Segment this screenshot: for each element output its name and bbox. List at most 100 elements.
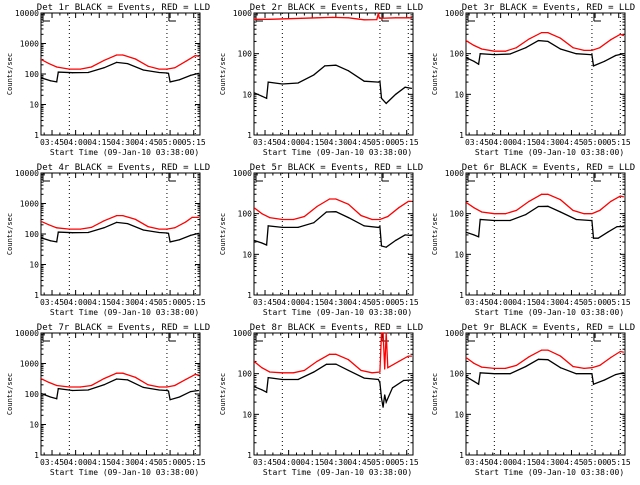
data-point-lld	[583, 367, 585, 369]
data-point-lld	[371, 372, 373, 374]
x-tick-label: 04:15	[300, 138, 324, 147]
data-point-events	[493, 219, 495, 222]
data-point-lld	[515, 47, 517, 49]
data-point-lld	[269, 18, 271, 20]
y-tick-label: 10	[454, 410, 464, 419]
data-point-lld	[398, 360, 400, 363]
x-tick-label: 05:00	[371, 138, 395, 147]
chart-svg: Det 1r BLACK = Events, RED = LLD 1 10 100 10…	[6, 3, 210, 157]
x-tick-label: 04:30	[536, 298, 560, 307]
data-point-events	[49, 80, 52, 82]
x-axis-label: Start Time (09-Jan-10 03:38:00)	[263, 308, 412, 317]
x-tick-label: 04:30	[536, 458, 560, 467]
data-point-events	[493, 373, 495, 375]
series-line-events	[41, 221, 199, 243]
data-point-events	[313, 371, 315, 373]
data-point-events	[158, 389, 160, 391]
data-point-events	[592, 237, 595, 239]
x-tick-label: 04:30	[324, 458, 348, 467]
x-tick-label: 04:45	[559, 298, 583, 307]
x-tick-label: 04:45	[559, 138, 583, 147]
data-point-events	[547, 40, 549, 43]
x-axis-label: Start Time (09-Jan-10 03:38:00)	[263, 148, 412, 157]
chart-title: Det 8r BLACK = Events, RED = LLD	[250, 323, 423, 333]
data-point-events	[169, 81, 171, 83]
x-tick-label: 05:00	[371, 458, 395, 467]
data-point-events	[313, 222, 315, 224]
y-tick-label: 10	[29, 421, 39, 430]
chart-svg: Det 5r BLACK = Events, RED = LLD 1 10 100 10…	[219, 163, 423, 317]
x-tick-label: 05:15	[607, 298, 631, 307]
data-point-events	[197, 232, 200, 234]
plot-frame	[40, 172, 201, 296]
data-point-events	[379, 226, 381, 228]
data-point-lld	[48, 62, 50, 65]
data-point-lld	[292, 218, 294, 221]
data-point-lld	[103, 59, 105, 61]
data-point-lld	[158, 386, 160, 388]
data-point-events	[603, 379, 606, 381]
data-point-lld	[481, 48, 483, 50]
data-point-lld	[540, 193, 543, 195]
chart-svg: Det 3r BLACK = Events, RED = LLD 1 10 100 10…	[431, 3, 635, 157]
data-point-events	[41, 237, 42, 239]
data-point-lld	[158, 68, 160, 70]
data-point-events	[377, 378, 379, 381]
data-point-lld	[300, 17, 302, 19]
data-point-events	[493, 53, 495, 56]
data-point-events	[56, 81, 58, 83]
x-tick-label: 03:45	[253, 138, 277, 147]
data-point-events	[57, 388, 59, 390]
data-point-events	[126, 222, 129, 225]
x-tick-label: 04:00	[64, 458, 88, 467]
data-point-lld	[185, 221, 187, 223]
chart-svg: Det 6r BLACK = Events, RED = LLD 1 10 100 10…	[431, 163, 635, 317]
y-tick-label: 1	[459, 451, 464, 460]
chart-svg: Det 2r BLACK = Events, RED = LLD 1 10 100 10…	[219, 3, 423, 157]
data-point-lld	[466, 201, 467, 203]
plot-frame	[465, 12, 626, 136]
x-tick-label: 04:30	[111, 298, 135, 307]
data-point-events	[158, 71, 160, 74]
series-line-lld	[466, 31, 624, 52]
x-tick-label: 04:00	[277, 298, 301, 307]
data-point-events	[385, 401, 387, 403]
data-point-events	[265, 97, 268, 99]
data-point-events	[622, 53, 625, 55]
data-point-events	[265, 391, 268, 393]
data-point-lld	[90, 226, 92, 228]
data-point-events	[166, 389, 168, 392]
y-tick-label: 1000	[445, 169, 464, 178]
data-point-events	[335, 64, 337, 66]
data-point-lld	[583, 49, 585, 52]
data-point-lld	[528, 200, 530, 203]
data-point-lld	[547, 193, 549, 195]
data-point-lld	[610, 200, 612, 203]
x-tick-label: 04:45	[559, 458, 583, 467]
data-point-lld	[481, 211, 483, 213]
x-tick-label: 04:15	[300, 298, 324, 307]
data-point-lld	[559, 199, 562, 201]
data-point-lld	[134, 376, 137, 379]
data-point-lld	[185, 378, 187, 381]
data-point-events	[509, 373, 511, 375]
x-tick-label: 05:15	[395, 458, 419, 467]
data-point-lld	[316, 360, 318, 363]
x-tick-label: 05:00	[158, 138, 182, 147]
detector-panel-6: Det 6r BLACK = Events, RED = LLD 1 10 100 10…	[425, 160, 638, 320]
data-point-events	[167, 232, 170, 234]
data-point-events	[49, 396, 52, 398]
data-point-events	[178, 239, 181, 241]
data-point-lld	[493, 50, 495, 52]
data-point-lld	[103, 377, 105, 380]
data-point-lld	[147, 225, 149, 228]
x-tick-label: 04:45	[134, 298, 158, 307]
plot-frame	[253, 12, 414, 136]
data-point-lld	[90, 66, 92, 68]
y-tick-label: 1000	[445, 9, 464, 18]
data-point-events	[592, 65, 595, 67]
data-point-lld	[303, 215, 305, 218]
data-point-lld	[90, 384, 92, 387]
data-point-events	[126, 379, 129, 381]
x-tick-label: 04:00	[277, 138, 301, 147]
